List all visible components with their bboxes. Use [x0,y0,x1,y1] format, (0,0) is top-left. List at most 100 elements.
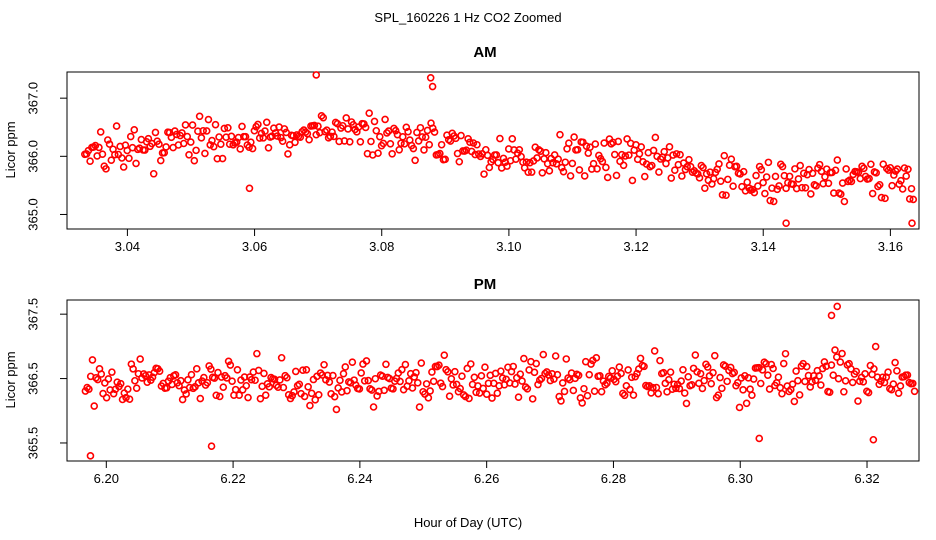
am-data-point [801,184,810,192]
pm-data-point [546,376,555,385]
am-data-point [621,152,630,160]
pm-data-point [790,397,799,406]
am-data-point [554,155,563,163]
pm-data-point [903,371,912,379]
pm-data-point [633,369,641,378]
pm-data-point [636,354,645,363]
pm-data-point [408,384,417,392]
am-data-point [105,140,114,148]
am-data-point [95,143,103,152]
pm-y-tick-label: 365.5 [25,427,40,460]
am-data-point [398,133,407,141]
pm-data-point [583,391,592,400]
am-data-point [729,182,737,190]
am-data-point [248,144,257,153]
am-data-point [428,82,437,91]
am-data-point [379,139,388,148]
pm-data-point [539,350,548,359]
am-x-tick-label: 3.14 [751,239,776,254]
am-data-point [344,125,352,133]
pm-data-point [283,373,291,382]
am-data-point [865,174,873,183]
pm-data-point [369,403,378,411]
am-data-point [556,130,564,139]
am-data-point [610,150,619,159]
am-data-point [840,197,849,206]
pm-data-point [401,360,410,369]
pm-data-point [178,395,187,404]
pm-data-point [341,363,350,371]
am-data-point [426,74,435,82]
am-data-point [570,133,578,141]
pm-data-point [316,369,325,377]
pm-data-point [463,364,472,373]
am-data-point [277,133,285,142]
am-data-point [881,194,889,203]
pm-data-point [102,393,111,402]
pm-data-point [203,378,212,387]
am-data-point [400,140,409,148]
pm-data-point [827,361,836,369]
am-data-point [262,118,271,127]
pm-data-point [714,391,723,400]
pm-data-point [488,394,496,402]
am-data-point [236,145,245,153]
am-data-point [420,146,428,154]
pm-data-point [228,377,236,386]
pm-data-point [765,385,774,393]
am-data-point [888,181,896,190]
am-data-point [603,173,612,182]
am-data-point [86,157,94,165]
am-data-point [421,133,430,141]
pm-data-point [329,371,337,380]
am-data-point [96,128,105,136]
pm-data-point [746,385,754,393]
am-data-point [197,134,206,142]
am-data-point [365,109,374,117]
pm-data-point [788,380,797,388]
am-data-point [559,167,568,176]
pm-y-axis: 365.5 366.5 367.5 [25,298,68,460]
am-data-point [656,155,665,163]
pm-data-point [742,399,751,408]
am-data-point [549,159,557,167]
pm-data-point [223,374,231,382]
am-data-point [111,150,119,159]
am-data-point [743,178,752,186]
am-data-point [103,136,112,144]
am-data-point [807,190,815,198]
pm-data-point [90,402,99,410]
am-data-point [842,165,850,173]
pm-data-point [833,302,842,311]
pm-data-point [802,362,811,371]
pm-data-point [509,362,518,371]
am-data-point [893,165,902,173]
am-data-point [625,151,633,159]
pm-data-point [792,367,800,375]
am-data-point [241,132,250,141]
am-data-point [582,142,591,150]
pm-panel: PM Licor ppm 6.20 6.22 6.24 6.26 6.28 6.30 6.3… [3,276,920,486]
pm-data-point [569,386,578,395]
pm-data-point [295,380,304,389]
pm-data-point [304,383,312,391]
pm-data-point [557,397,565,405]
am-data-point [211,120,220,129]
pm-data-point [691,351,700,359]
pm-data-point [520,354,528,363]
pm-data-point [838,349,846,358]
am-data-point [181,121,190,129]
pm-data-point [518,377,526,385]
pm-data-point [578,399,586,407]
pm-data-point [748,391,756,400]
pm-data-point [224,357,233,366]
am-data-point [409,144,418,153]
am-data-point [338,121,347,130]
pm-data-point [560,387,569,396]
pm-data-point [815,372,823,380]
am-data-point [305,135,313,144]
pm-data-point [877,377,885,385]
pm-data-point [516,370,525,378]
am-data-point [404,127,412,136]
